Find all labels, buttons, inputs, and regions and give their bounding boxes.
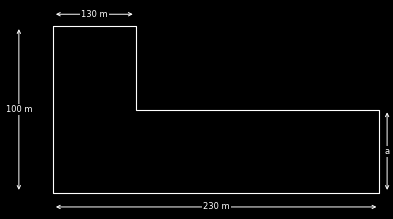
Text: 130 m: 130 m xyxy=(81,10,108,19)
Text: a: a xyxy=(384,147,390,156)
Text: 100 m: 100 m xyxy=(6,105,32,114)
Text: 230 m: 230 m xyxy=(203,202,230,212)
